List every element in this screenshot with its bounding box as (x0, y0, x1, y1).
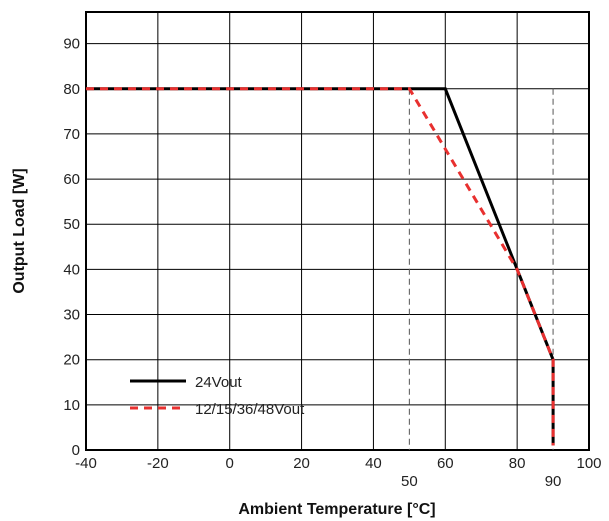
annotation-labels: 50 90 (401, 473, 561, 490)
x-tick-label: 40 (365, 455, 382, 472)
y-tick-label: 50 (63, 216, 80, 233)
y-tick-label: 80 (63, 81, 80, 98)
y-tick-label: 40 (63, 261, 80, 278)
y-axis-title: Output Load [W] (11, 168, 28, 293)
plot-area (86, 12, 589, 450)
x-axis-title: Ambient Temperature [°C] (238, 501, 435, 518)
y-tick-label: 0 (72, 442, 80, 459)
x-tick-label: 60 (437, 455, 454, 472)
legend-label-24vout: 24Vout (195, 374, 243, 391)
y-tick-label: 20 (63, 352, 80, 369)
x-tick-label: 20 (293, 455, 310, 472)
y-tick-label: 10 (63, 397, 80, 414)
y-tick-label: 90 (63, 36, 80, 53)
x-tick-labels: -40 -20 0 20 40 60 80 100 (75, 455, 601, 472)
x-tick-label: 80 (509, 455, 526, 472)
y-tick-label: 30 (63, 307, 80, 324)
x-tick-label: 0 (226, 455, 234, 472)
annotation-label: 50 (401, 473, 418, 490)
annotation-label: 90 (545, 473, 562, 490)
y-tick-label: 60 (63, 171, 80, 188)
legend-label-12-48vout: 12/15/36/48Vout (195, 401, 305, 418)
y-tick-label: 70 (63, 126, 80, 143)
y-tick-labels: 0 10 20 30 40 50 60 70 80 90 (63, 36, 80, 459)
x-tick-label: 100 (576, 455, 601, 472)
x-tick-label: -20 (147, 455, 169, 472)
